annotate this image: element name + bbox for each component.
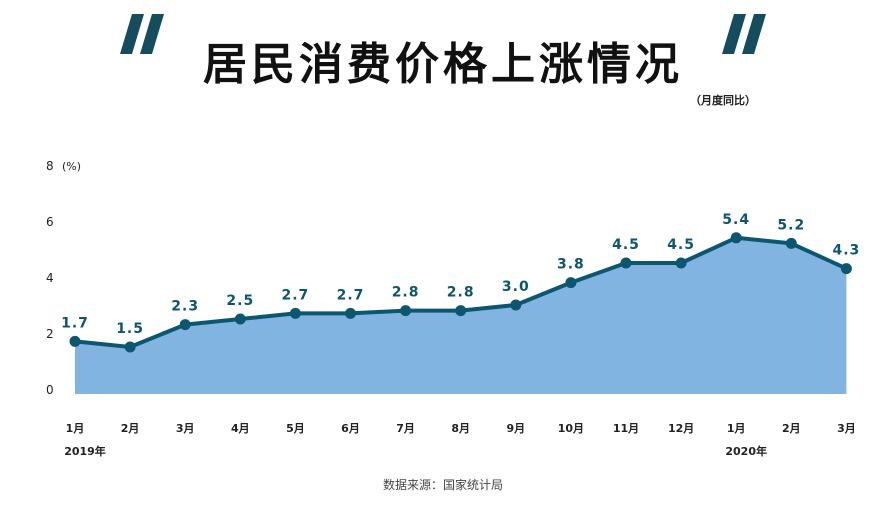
- data-label: 2.7: [281, 287, 309, 303]
- data-label: 1.5: [116, 321, 144, 337]
- x-tick-label: 6月: [341, 422, 360, 435]
- data-label: 4.5: [612, 237, 640, 253]
- x-tick-label: 8月: [451, 422, 470, 435]
- x-tick-label: 3月: [837, 422, 856, 435]
- x-tick-label: 3月: [176, 422, 195, 435]
- y-tick-label: 0: [46, 383, 54, 397]
- x-tick-label: 12月: [668, 422, 694, 435]
- data-label: 3.0: [502, 279, 530, 295]
- x-tick-label: 4月: [231, 422, 250, 435]
- data-label: 4.3: [832, 243, 860, 259]
- x-tick-label: 11月: [613, 422, 639, 435]
- year-label: 2020年: [725, 444, 767, 458]
- y-axis-unit-label: (%): [62, 160, 82, 173]
- data-point: [345, 307, 356, 319]
- y-tick-label: 8: [46, 159, 54, 173]
- x-tick-label: 9月: [506, 422, 525, 435]
- x-tick-label: 10月: [558, 422, 584, 435]
- x-tick-label: 1月: [66, 422, 85, 435]
- y-tick-label: 2: [46, 327, 54, 341]
- chart-subtitle: （月度同比）: [690, 94, 756, 107]
- data-point: [179, 319, 191, 331]
- x-tick-label: 1月: [727, 422, 746, 435]
- data-point: [124, 341, 136, 353]
- data-point: [840, 263, 852, 275]
- data-point: [620, 257, 632, 269]
- data-label: 4.5: [667, 237, 695, 253]
- data-point: [400, 305, 412, 317]
- data-label: 1.7: [61, 315, 89, 331]
- left-quote-mark: [120, 14, 164, 54]
- data-label: 2.3: [171, 299, 199, 315]
- data-point: [69, 335, 81, 347]
- data-point: [565, 277, 577, 289]
- data-label: 2.5: [226, 293, 254, 309]
- data-point: [289, 307, 301, 319]
- data-point: [730, 232, 742, 244]
- x-tick-label: 7月: [396, 422, 415, 435]
- data-source: 数据来源：国家统计局: [382, 478, 503, 492]
- data-label: 2.7: [337, 287, 365, 303]
- chart-title: 居民消费价格上涨情况: [203, 39, 683, 90]
- data-label: 2.8: [447, 285, 475, 301]
- y-tick-label: 6: [46, 215, 54, 229]
- data-point: [234, 313, 246, 325]
- data-label: 2.8: [392, 285, 420, 301]
- data-point: [455, 305, 467, 317]
- data-label: 5.4: [722, 212, 750, 228]
- y-tick-label: 4: [46, 271, 54, 285]
- right-quote-mark: [722, 14, 766, 54]
- x-tick-label: 2月: [782, 422, 801, 435]
- x-tick-label: 2月: [121, 422, 140, 435]
- data-point: [675, 257, 687, 269]
- data-point: [785, 237, 797, 249]
- data-label: 5.2: [777, 217, 805, 233]
- data-label: 3.8: [557, 257, 585, 273]
- x-tick-label: 5月: [286, 422, 305, 435]
- data-point: [510, 299, 522, 311]
- year-label: 2019年: [64, 444, 106, 458]
